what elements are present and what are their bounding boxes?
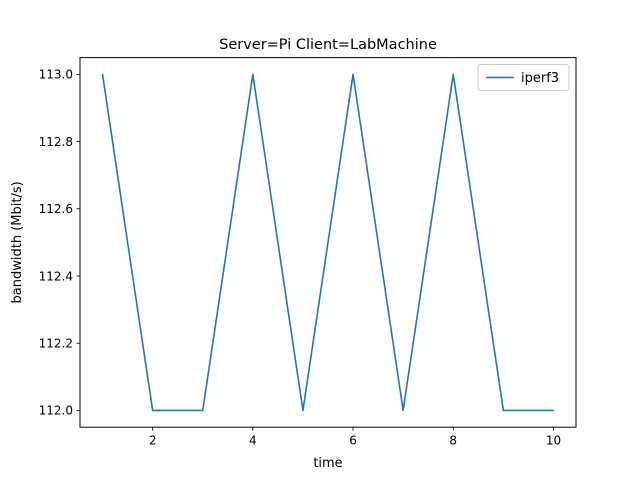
- chart-title: Server=Pi Client=LabMachine: [219, 37, 437, 53]
- y-axis: 112.0 112.2 112.4 112.6 112.8 113.0: [39, 68, 80, 418]
- y-tick-label: 112.8: [39, 135, 73, 149]
- series-points: [101, 73, 555, 412]
- axes-frame: [79, 57, 577, 428]
- data-point: [452, 73, 455, 76]
- x-axis-label: time: [313, 456, 342, 471]
- legend-label-iperf3: iperf3: [521, 71, 559, 86]
- x-tick-label: 8: [449, 434, 457, 448]
- data-point: [552, 409, 555, 412]
- y-axis-label: bandwidth (Mbit/s): [10, 181, 25, 303]
- data-point: [352, 73, 354, 76]
- series-line-iperf3: [101, 74, 554, 412]
- y-tick-label: 112.2: [39, 337, 73, 351]
- data-point: [502, 409, 505, 412]
- x-axis: 2 4 6 8 10: [149, 427, 561, 448]
- data-point: [402, 409, 404, 412]
- y-tick-label: 113.0: [39, 68, 73, 82]
- legend: iperf3: [477, 64, 570, 91]
- y-tick-label: 112.0: [39, 404, 73, 418]
- data-point: [101, 73, 104, 76]
- x-tick-label: 6: [349, 434, 357, 448]
- data-point: [201, 409, 204, 412]
- x-tick-label: 10: [546, 434, 561, 448]
- data-point: [302, 409, 304, 412]
- data-point: [151, 409, 154, 412]
- plot-area: [79, 57, 577, 428]
- legend-box: [477, 64, 570, 91]
- y-tick-label: 112.4: [39, 269, 73, 283]
- data-point: [252, 73, 254, 76]
- y-tick-label: 112.6: [39, 202, 73, 216]
- x-tick-label: 2: [149, 434, 157, 448]
- x-tick-label: 4: [249, 434, 257, 448]
